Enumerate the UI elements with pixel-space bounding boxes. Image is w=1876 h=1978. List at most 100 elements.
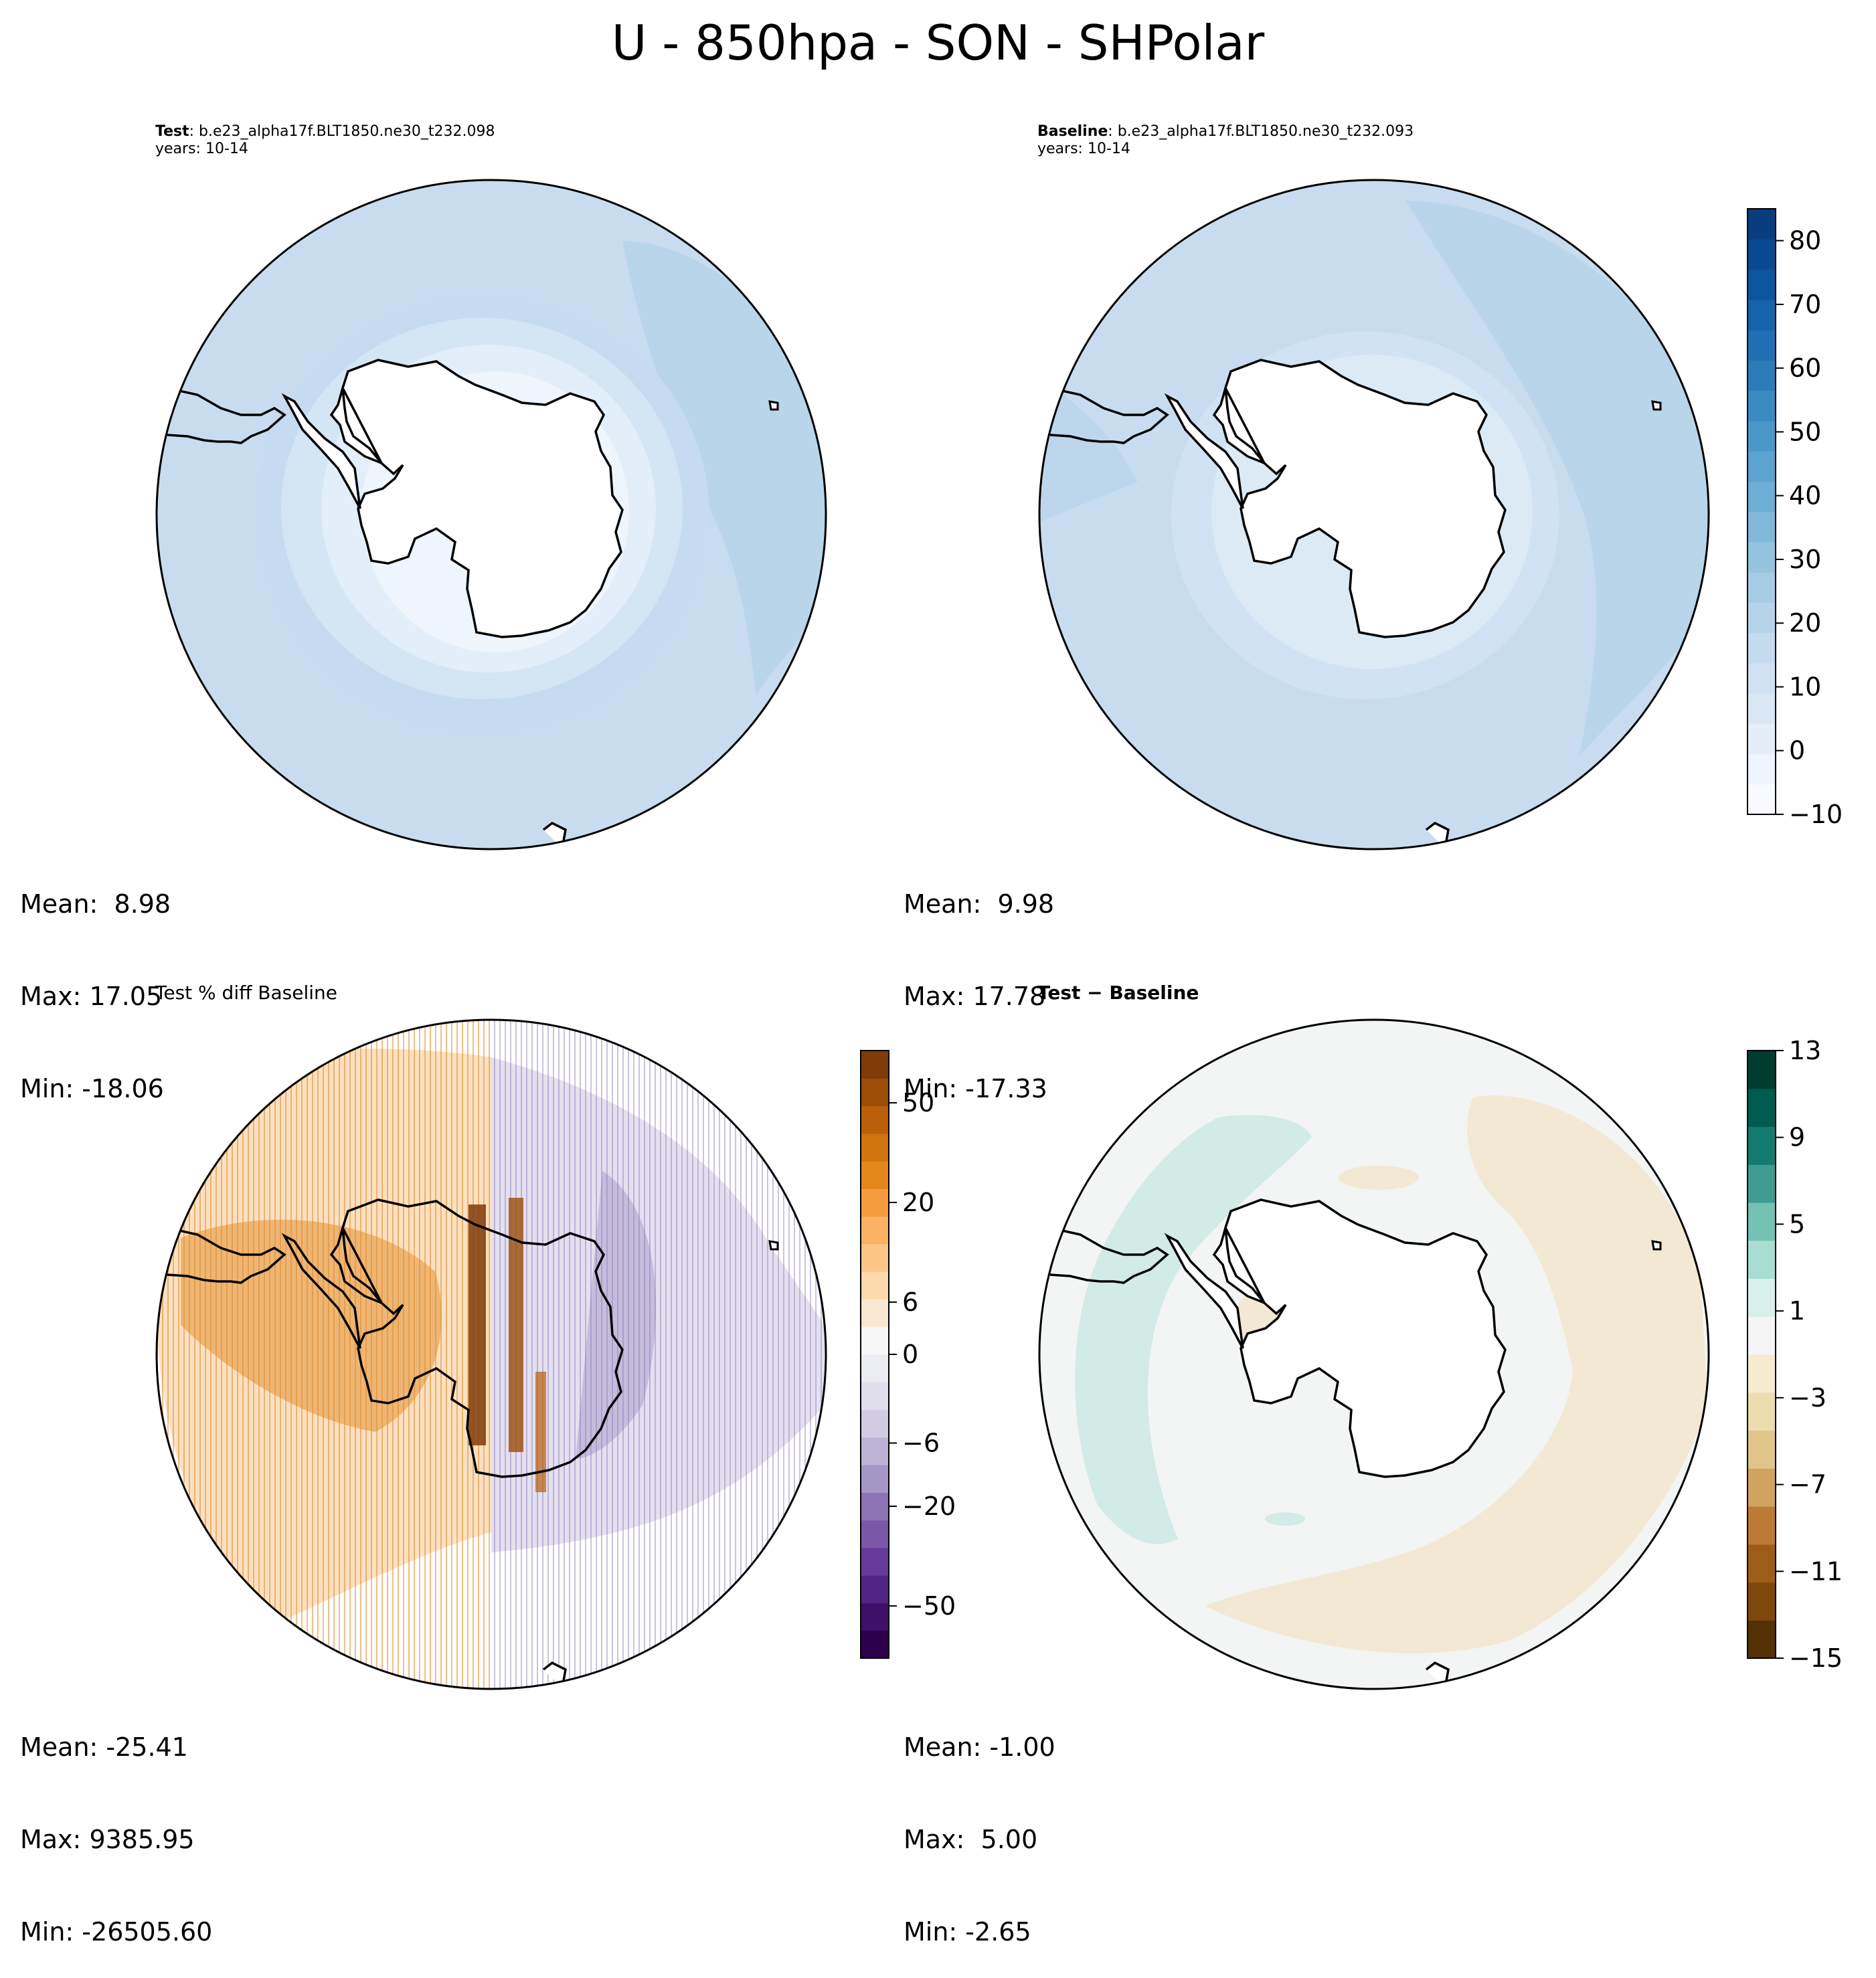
shared-colorbar-swatch bbox=[1747, 451, 1776, 482]
shared-colorbar-swatch bbox=[1747, 723, 1776, 755]
pctdiff-colorbar-swatch bbox=[861, 1105, 889, 1134]
diff-min: Min: -2.65 bbox=[904, 1917, 1031, 1947]
pctdiff-colorbar-swatch bbox=[861, 1161, 889, 1189]
shared-colorbar-swatch bbox=[1747, 753, 1776, 785]
pctdiff-map bbox=[157, 1020, 826, 1689]
shared-colorbar-tick-label: 50 bbox=[1789, 417, 1821, 446]
pctdiff-colorbar-tick-label: −6 bbox=[902, 1429, 940, 1458]
shared-colorbar-swatch bbox=[1747, 602, 1776, 634]
pctdiff-colorbar-swatch bbox=[861, 1354, 889, 1382]
shared-colorbar-swatch bbox=[1747, 420, 1776, 452]
baseline-case-name: : b.e23_alpha17f.BLT1850.ne30_t232.093 bbox=[1108, 123, 1414, 140]
diff-max: Max: 5.00 bbox=[904, 1825, 1038, 1854]
diff-colorbar-swatch bbox=[1747, 1392, 1776, 1431]
pctdiff-map-boundary bbox=[155, 1018, 827, 1690]
shared-colorbar-swatch bbox=[1747, 572, 1776, 603]
baseline-title-label: Baseline bbox=[1037, 123, 1108, 140]
pctdiff-colorbar: 50 20 6 0 −6 −20 −50 bbox=[860, 1050, 956, 1659]
baseline-min: Min: -17.33 bbox=[904, 1074, 1047, 1103]
diff-colorbar-tick-label: −11 bbox=[1789, 1556, 1843, 1586]
shared-colorbar-swatch bbox=[1747, 390, 1776, 422]
pctdiff-colorbar-tick-label: 6 bbox=[902, 1287, 918, 1317]
shared-colorbar-swatch bbox=[1747, 209, 1776, 240]
shared-colorbar-swatch bbox=[1747, 632, 1776, 664]
diff-colorbar-swatch bbox=[1747, 1316, 1776, 1355]
shared-colorbar-swatch bbox=[1747, 693, 1776, 724]
pctdiff-colorbar-tick-label: 20 bbox=[902, 1188, 934, 1217]
pctdiff-colorbar-swatch bbox=[861, 1078, 889, 1107]
pctdiff-min: Min: -26505.60 bbox=[20, 1917, 213, 1947]
shared-colorbar-swatch bbox=[1747, 330, 1776, 361]
diff-colorbar-tick-label: 13 bbox=[1789, 1036, 1821, 1065]
shared-colorbar-swatch bbox=[1747, 481, 1776, 513]
pctdiff-colorbar-swatch bbox=[861, 1630, 889, 1659]
shared-colorbar-tick-label: 70 bbox=[1789, 290, 1821, 319]
shared-colorbar-tick-label: −10 bbox=[1789, 800, 1843, 829]
diff-colorbar-swatch bbox=[1747, 1582, 1776, 1621]
shared-colorbar-swatch bbox=[1747, 299, 1776, 331]
pctdiff-colorbar-swatch bbox=[861, 1382, 889, 1411]
test-map bbox=[157, 180, 826, 849]
shared-colorbar-swatch bbox=[1747, 784, 1776, 815]
baseline-map-boundary bbox=[1038, 179, 1710, 850]
diff-colorbar-tick-label: −7 bbox=[1789, 1470, 1826, 1500]
test-title-label: Test bbox=[155, 123, 189, 140]
test-max: Max: 17.05 bbox=[20, 982, 163, 1011]
pctdiff-colorbar-swatch bbox=[861, 1133, 889, 1162]
figure-title: U - 850hpa - SON - SHPolar bbox=[611, 15, 1265, 71]
shared-colorbar-tick-label: 20 bbox=[1789, 608, 1821, 638]
shared-colorbar-tick-label: 0 bbox=[1789, 736, 1805, 766]
pctdiff-colorbar-swatch bbox=[861, 1188, 889, 1217]
shared-colorbar-swatch bbox=[1747, 541, 1776, 573]
pctdiff-colorbar-swatch bbox=[861, 1051, 889, 1079]
diff-colorbar-swatch bbox=[1747, 1240, 1776, 1279]
shared-colorbar-swatch bbox=[1747, 662, 1776, 694]
diff-colorbar-frame bbox=[1747, 1050, 1776, 1659]
pctdiff-colorbar-swatch bbox=[861, 1437, 889, 1465]
diff-colorbar: 13 9 5 1 −3 −7 −11 −15 bbox=[1747, 1036, 1843, 1673]
baseline-stats: Mean: 9.98 Max: 17.78 Min: -17.33 bbox=[904, 827, 1054, 1135]
pctdiff-colorbar-swatch bbox=[861, 1271, 889, 1300]
pctdiff-mean: Mean: -25.41 bbox=[20, 1732, 188, 1762]
pctdiff-colorbar-tick-label: 50 bbox=[902, 1088, 934, 1117]
shared-colorbar-swatch bbox=[1747, 511, 1776, 543]
pctdiff-colorbar-swatch bbox=[861, 1326, 889, 1355]
diff-colorbar-swatch bbox=[1747, 1506, 1776, 1545]
pctdiff-colorbar-swatch bbox=[861, 1547, 889, 1576]
pctdiff-colorbar-tick-label: −20 bbox=[902, 1492, 956, 1521]
baseline-map bbox=[1039, 180, 1709, 849]
diff-colorbar-swatch bbox=[1747, 1202, 1776, 1241]
pctdiff-panel-title: Test % diff Baseline bbox=[155, 982, 338, 1004]
pctdiff-colorbar-swatch bbox=[861, 1216, 889, 1245]
pctdiff-colorbar-swatch bbox=[861, 1465, 889, 1493]
shared-colorbar: 80 70 60 50 40 30 20 10 0 −10 bbox=[1747, 208, 1843, 829]
diff-colorbar-swatch bbox=[1747, 1126, 1776, 1165]
diff-panel-title: Test − Baseline bbox=[1037, 982, 1199, 1004]
diff-colorbar-tick-label: 9 bbox=[1789, 1123, 1805, 1152]
diff-colorbar-tick-label: 5 bbox=[1789, 1209, 1805, 1239]
shared-colorbar-swatch bbox=[1747, 239, 1776, 270]
diff-mean: Mean: -1.00 bbox=[904, 1732, 1055, 1762]
pctdiff-colorbar-swatch bbox=[861, 1492, 889, 1521]
shared-colorbar-tick-label: 80 bbox=[1789, 226, 1821, 256]
shared-colorbar-swatch bbox=[1747, 360, 1776, 391]
pctdiff-max: Max: 9385.95 bbox=[20, 1825, 195, 1854]
baseline-mean: Mean: 9.98 bbox=[904, 889, 1055, 919]
shared-colorbar-tick-label: 30 bbox=[1789, 545, 1821, 574]
diff-colorbar-swatch bbox=[1747, 1354, 1776, 1393]
diff-colorbar-swatch bbox=[1747, 1544, 1776, 1583]
diff-colorbar-tick-label: −3 bbox=[1789, 1383, 1826, 1413]
test-panel-title: Test: b.e23_alpha17f.BLT1850.ne30_t232.0… bbox=[155, 123, 495, 158]
pctdiff-colorbar-swatch bbox=[861, 1520, 889, 1548]
diff-colorbar-tick-label: −15 bbox=[1789, 1643, 1843, 1673]
pctdiff-colorbar-swatch bbox=[861, 1299, 889, 1328]
pctdiff-colorbar-swatch bbox=[861, 1603, 889, 1631]
shared-colorbar-tick-label: 10 bbox=[1789, 672, 1821, 701]
diff-colorbar-swatch bbox=[1747, 1430, 1776, 1469]
diff-colorbar-tick-label: 1 bbox=[1789, 1296, 1805, 1326]
baseline-years: years: 10-14 bbox=[1037, 141, 1130, 157]
shared-colorbar-tick-label: 60 bbox=[1789, 353, 1821, 383]
pctdiff-colorbar-tick-label: −50 bbox=[902, 1591, 956, 1621]
pctdiff-colorbar-swatch bbox=[861, 1409, 889, 1438]
